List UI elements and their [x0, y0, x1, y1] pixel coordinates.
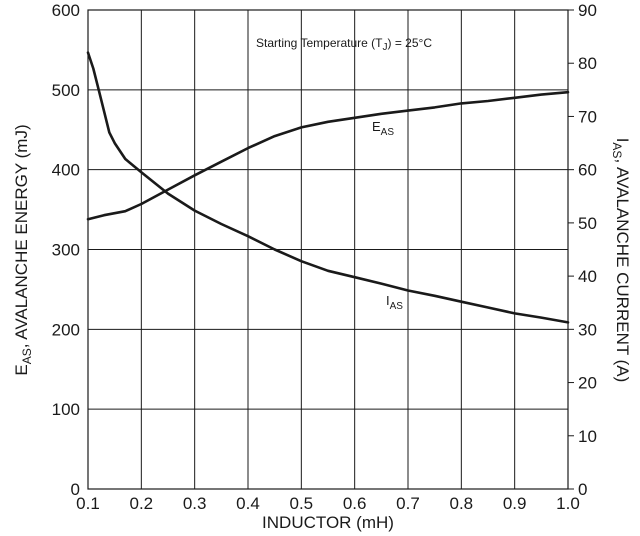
y-right-tick-label: 60	[578, 161, 597, 180]
x-tick-label: 0.7	[396, 494, 420, 513]
y-left-axis-label: EAS, AVALANCHE ENERGY (mJ)	[12, 124, 34, 375]
y-right-tick-label: 90	[578, 1, 597, 20]
y-right-tick-label: 20	[578, 374, 597, 393]
eas-curve-label: EAS	[372, 119, 394, 138]
y-left-tick-label: 0	[71, 480, 80, 499]
y-left-tick-label: 100	[52, 400, 80, 419]
x-tick-label: 0.2	[130, 494, 154, 513]
y-right-tick-label: 70	[578, 107, 597, 126]
x-tick-label: 0.4	[236, 494, 260, 513]
y-left-tick-label: 200	[52, 320, 80, 339]
y-right-tick-label: 30	[578, 320, 597, 339]
y-right-tick-label: 40	[578, 267, 597, 286]
x-tick-label: 0.3	[183, 494, 207, 513]
temperature-annotation: Starting Temperature (TJ) = 25°C	[256, 36, 432, 53]
ias-series-line	[86, 51, 570, 324]
x-tick-label: 0.9	[503, 494, 527, 513]
y-right-tick-label: 0	[578, 480, 587, 499]
y-left-tick-label: 500	[52, 81, 80, 100]
grid	[88, 10, 568, 489]
y-right-tick-label: 50	[578, 214, 597, 233]
x-tick-label: 0.6	[343, 494, 367, 513]
plot-frame	[87, 9, 569, 490]
y-left-tick-label: 400	[52, 161, 80, 180]
y-right-axis-label: IAS, AVALANCHE CURRENT (A)	[610, 138, 632, 383]
curves	[86, 51, 570, 324]
x-tick-label: 0.1	[76, 494, 100, 513]
x-axis-label: INDUCTOR (mH)	[262, 513, 394, 532]
eas-series-line	[86, 90, 570, 221]
y-right-tick-label: 10	[578, 427, 597, 446]
tick-labels: 0.1 0.2 0.3 0.4 0.5 0.6 0.7 0.8 0.9 1.00100200300…	[52, 1, 597, 513]
ias-curve-label: IAS	[386, 293, 403, 312]
x-tick-label: 0.8	[450, 494, 474, 513]
y-right-tick-label: 80	[578, 54, 597, 73]
x-tick-label: 1.0	[556, 494, 580, 513]
y-left-tick-label: 300	[52, 241, 80, 260]
y-left-tick-label: 600	[52, 1, 80, 20]
x-tick-label: 0.5	[290, 494, 314, 513]
